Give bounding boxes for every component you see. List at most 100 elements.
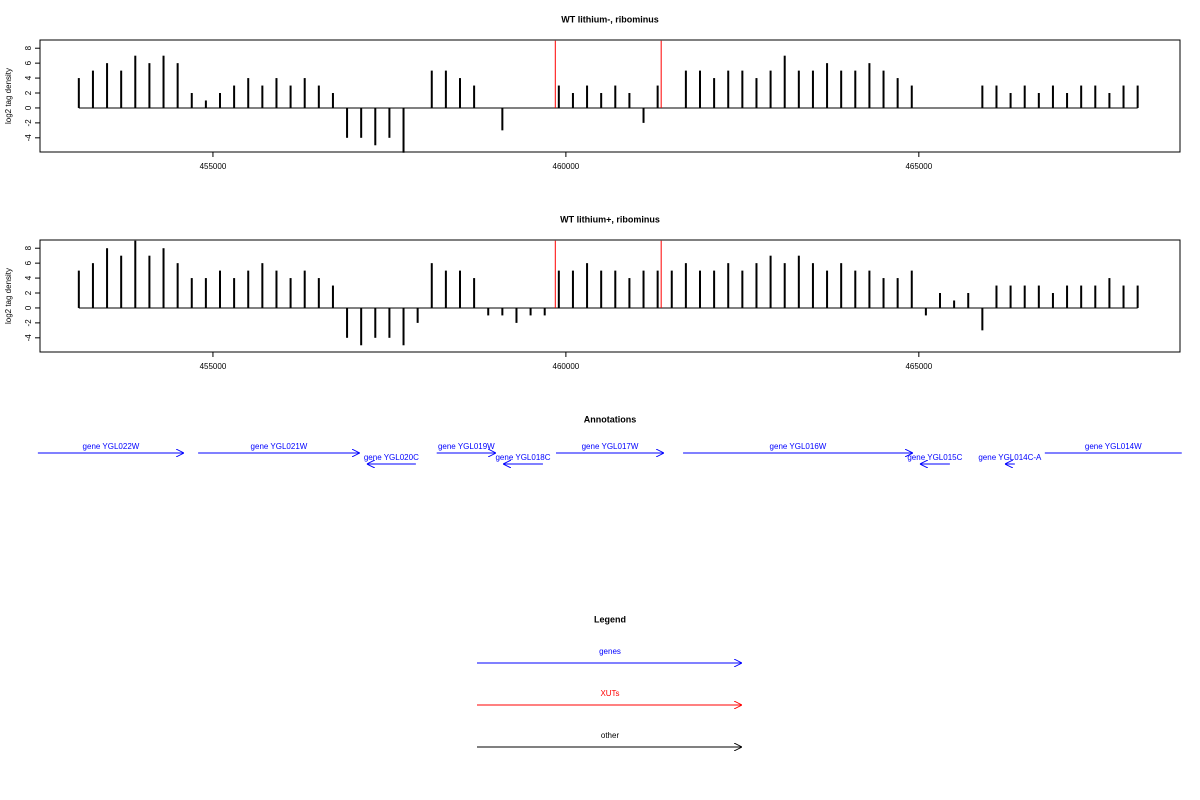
density-bar bbox=[755, 78, 758, 108]
legend-label: other bbox=[601, 731, 620, 740]
density-bar bbox=[247, 78, 250, 108]
density-bar bbox=[204, 100, 207, 108]
density-bar bbox=[614, 270, 617, 308]
density-bar bbox=[868, 270, 871, 308]
density-bar bbox=[910, 270, 913, 308]
x-tick-label: 465000 bbox=[905, 162, 932, 171]
density-bar bbox=[797, 70, 800, 108]
density-bar bbox=[586, 263, 589, 308]
density-bar bbox=[374, 307, 377, 338]
density-bar bbox=[303, 270, 306, 308]
density-bar bbox=[896, 278, 899, 308]
density-bar bbox=[1108, 278, 1111, 308]
density-bar bbox=[501, 307, 504, 316]
density-bar bbox=[402, 307, 405, 346]
density-bar bbox=[600, 270, 603, 308]
density-bar bbox=[868, 63, 871, 108]
density-bar bbox=[360, 107, 363, 138]
density-bar bbox=[783, 55, 786, 108]
density-bar bbox=[741, 270, 744, 308]
legend-label: genes bbox=[599, 647, 621, 656]
density-bar bbox=[1009, 93, 1012, 108]
gene-label: gene YGL014C-A bbox=[978, 453, 1042, 462]
density-bar bbox=[811, 70, 814, 108]
density-bar bbox=[797, 255, 800, 308]
y-tick-label: 8 bbox=[24, 45, 33, 50]
y-tick-label: 2 bbox=[24, 90, 33, 95]
density-bar bbox=[346, 307, 349, 338]
density-bar bbox=[261, 263, 264, 308]
x-tick-label: 455000 bbox=[200, 162, 227, 171]
density-bar bbox=[981, 307, 984, 331]
density-bar bbox=[642, 107, 645, 123]
density-bar bbox=[402, 107, 405, 153]
density-bar bbox=[557, 270, 560, 308]
density-bar bbox=[1023, 85, 1026, 108]
density-bar bbox=[614, 85, 617, 108]
density-bar bbox=[204, 278, 207, 308]
density-bar bbox=[854, 70, 857, 108]
density-bar bbox=[346, 107, 349, 138]
y-tick-label: 6 bbox=[24, 60, 33, 65]
density-bar bbox=[219, 270, 221, 308]
density-bar bbox=[317, 85, 320, 108]
density-bar bbox=[1023, 285, 1026, 308]
density-bar bbox=[331, 285, 334, 308]
density-bar bbox=[388, 107, 391, 138]
legend-title: Legend bbox=[594, 614, 626, 624]
density-bar bbox=[699, 70, 701, 108]
density-bar bbox=[473, 85, 476, 108]
density-bar bbox=[501, 107, 504, 131]
density-bar bbox=[289, 278, 292, 308]
density-bar bbox=[233, 278, 236, 308]
density-bar bbox=[1122, 85, 1125, 108]
density-bar bbox=[1094, 85, 1097, 108]
density-bar bbox=[1080, 285, 1083, 308]
density-bar bbox=[1037, 285, 1040, 308]
density-bar bbox=[1037, 93, 1040, 108]
density-bar bbox=[571, 270, 574, 308]
plot-frame bbox=[39, 239, 1181, 353]
density-bar bbox=[317, 278, 320, 308]
density-bar bbox=[741, 70, 744, 108]
density-bar bbox=[628, 278, 631, 308]
density-bar bbox=[995, 285, 998, 308]
density-bar bbox=[826, 63, 829, 108]
gene-label: gene YGL016W bbox=[770, 442, 827, 451]
density-bar bbox=[953, 300, 956, 308]
y-tick-label: -2 bbox=[24, 319, 33, 327]
density-bar bbox=[1066, 285, 1069, 308]
density-bar bbox=[586, 85, 589, 108]
density-bar bbox=[910, 85, 913, 108]
density-bar bbox=[699, 270, 701, 308]
density-bar bbox=[120, 70, 123, 108]
density-bar bbox=[783, 263, 786, 308]
gene-label: gene YGL015C bbox=[907, 453, 962, 462]
y-tick-label: -2 bbox=[24, 119, 33, 127]
density-bar bbox=[811, 263, 814, 308]
y-tick-label: 6 bbox=[24, 260, 33, 265]
density-bar bbox=[360, 307, 363, 346]
y-tick-label: 0 bbox=[24, 105, 33, 110]
density-bar bbox=[134, 240, 137, 308]
density-bar bbox=[981, 85, 984, 108]
x-tick-label: 460000 bbox=[553, 162, 580, 171]
density-bar bbox=[896, 78, 899, 108]
density-bar bbox=[176, 63, 179, 108]
density-bar bbox=[374, 107, 377, 146]
x-tick-label: 455000 bbox=[200, 362, 227, 371]
density-bar bbox=[162, 248, 165, 308]
density-bar bbox=[826, 270, 829, 308]
density-bar bbox=[331, 93, 334, 108]
y-tick-label: 0 bbox=[24, 305, 33, 310]
density-bar bbox=[430, 70, 433, 108]
density-bar bbox=[628, 93, 631, 108]
density-bar bbox=[148, 255, 151, 308]
density-bar bbox=[430, 263, 433, 308]
density-bar bbox=[77, 78, 80, 108]
density-bar bbox=[416, 307, 419, 323]
density-bar bbox=[247, 270, 250, 308]
chart-title: WT lithium-, ribominus bbox=[561, 14, 659, 24]
density-bar bbox=[713, 78, 716, 108]
